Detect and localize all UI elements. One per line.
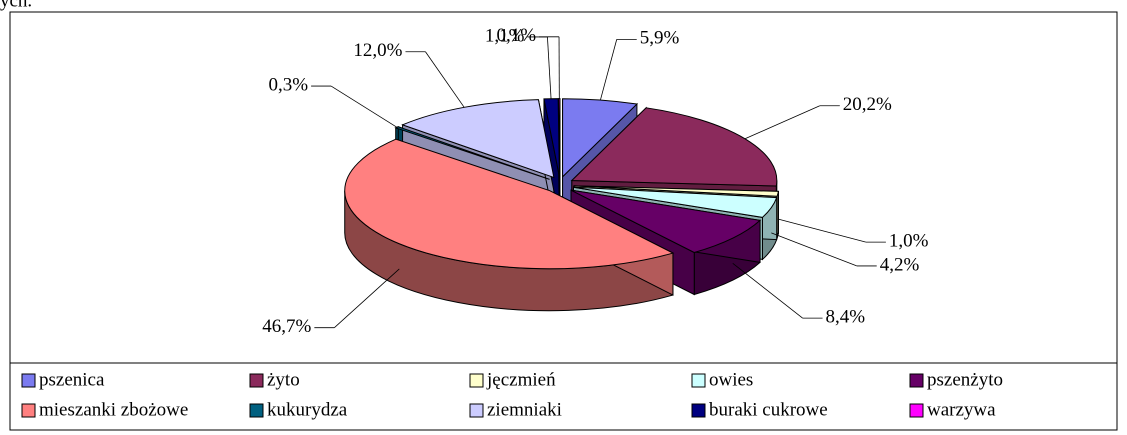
- slice: [570, 189, 762, 254]
- leader-line: [330, 85, 398, 128]
- leader-line: [771, 232, 857, 267]
- legend-swatch: [909, 373, 924, 388]
- leader-line: [732, 262, 803, 319]
- legend-swatch: [691, 373, 706, 388]
- legend-label: ziemniaki: [487, 399, 562, 420]
- leader-line: [600, 39, 618, 101]
- legend-swatch: [249, 373, 264, 388]
- data-label: 12,0%: [353, 40, 402, 61]
- leader-line: [744, 105, 820, 140]
- legend-label: warzywa: [927, 399, 996, 420]
- data-label: 0,3%: [269, 74, 309, 95]
- data-label: 1,1%: [485, 25, 525, 46]
- legend-label: buraki cukrowe: [709, 399, 828, 420]
- legend-swatch: [909, 403, 924, 418]
- leader-line: [334, 268, 400, 328]
- legend-swatch: [469, 403, 484, 418]
- legend-label: jęczmień: [486, 369, 556, 390]
- data-label: 5,9%: [640, 28, 680, 49]
- data-label: 20,2%: [843, 94, 892, 115]
- slice: [401, 99, 555, 179]
- leader-line: [547, 36, 552, 99]
- legend-label: owies: [709, 369, 753, 390]
- legend-label: pszenica: [39, 369, 105, 390]
- legend-swatch: [691, 403, 706, 418]
- legend-label: pszenżyto: [927, 369, 1003, 390]
- slice: [562, 98, 638, 178]
- data-label: 0,1%: [496, 25, 536, 46]
- slice: [543, 98, 560, 177]
- data-label: 4,2%: [880, 254, 920, 275]
- legend-swatch: [21, 403, 36, 418]
- legend-label: kukurydza: [267, 399, 348, 420]
- legend-swatch: [249, 403, 264, 418]
- data-label: 1,0%: [889, 230, 929, 251]
- leader-line: [425, 51, 465, 108]
- legend-label: żyto: [267, 369, 300, 390]
- legend-label: mieszanki zbożowe: [39, 399, 188, 420]
- slice: [344, 138, 675, 270]
- data-label: 46,7%: [262, 316, 311, 337]
- slice: [573, 186, 778, 218]
- slice-tops: [344, 98, 780, 270]
- legend-swatch: [21, 373, 36, 388]
- leader-line: [777, 218, 866, 243]
- legend-swatch: [469, 373, 484, 388]
- page-text: ych.: [0, 0, 32, 11]
- data-label: 8,4%: [826, 306, 866, 327]
- slice: [573, 185, 780, 197]
